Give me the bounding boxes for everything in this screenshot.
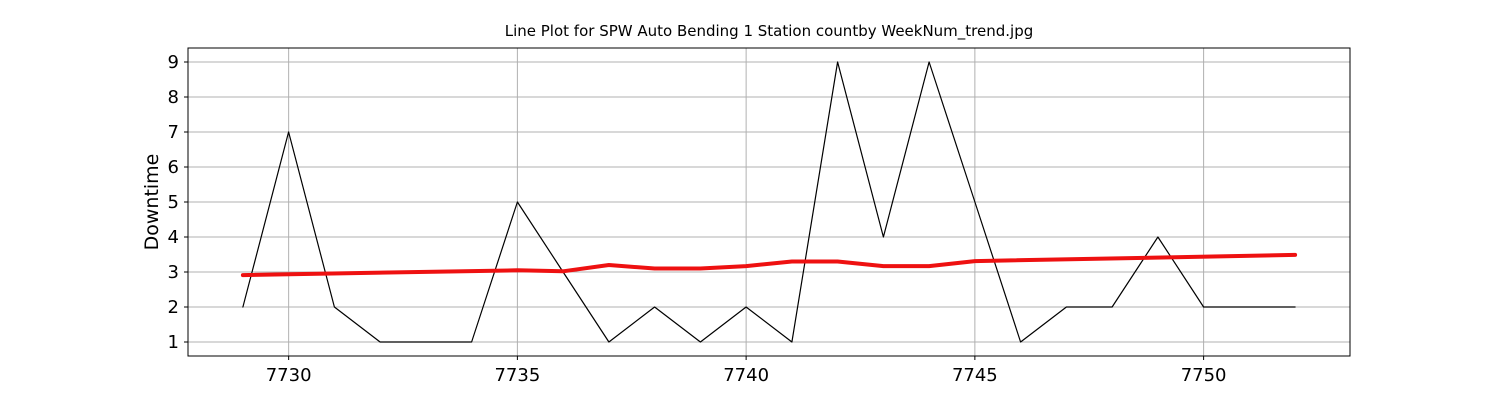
y-axis: 1 2 3 4 5 6 7 8 9 bbox=[168, 52, 188, 353]
x-axis: 7730 7735 7740 7745 7750 bbox=[266, 356, 1227, 386]
x-tick-label: 7750 bbox=[1181, 365, 1227, 386]
y-axis-label: Downtime bbox=[141, 154, 163, 251]
x-tick-label: 7740 bbox=[723, 365, 769, 386]
y-tick-label: 5 bbox=[168, 192, 179, 213]
y-tick-label: 8 bbox=[168, 87, 179, 108]
series-lines bbox=[240, 61, 1298, 343]
x-tick-label: 7745 bbox=[952, 365, 998, 386]
x-tick-label: 7735 bbox=[494, 365, 540, 386]
y-tick-label: 1 bbox=[168, 332, 179, 353]
y-tick-label: 7 bbox=[168, 122, 179, 143]
y-tick-label: 2 bbox=[168, 297, 179, 318]
trend-series-line bbox=[240, 252, 1298, 278]
downtime-series-line bbox=[242, 61, 1296, 343]
x-tick-label: 7730 bbox=[266, 365, 312, 386]
y-tick-label: 6 bbox=[168, 157, 179, 178]
grid-lines bbox=[188, 48, 1350, 356]
chart-title: Line Plot for SPW Auto Bending 1 Station… bbox=[504, 22, 1034, 40]
y-tick-label: 9 bbox=[168, 52, 179, 73]
y-tick-label: 4 bbox=[168, 227, 179, 248]
y-tick-label: 3 bbox=[168, 262, 179, 283]
